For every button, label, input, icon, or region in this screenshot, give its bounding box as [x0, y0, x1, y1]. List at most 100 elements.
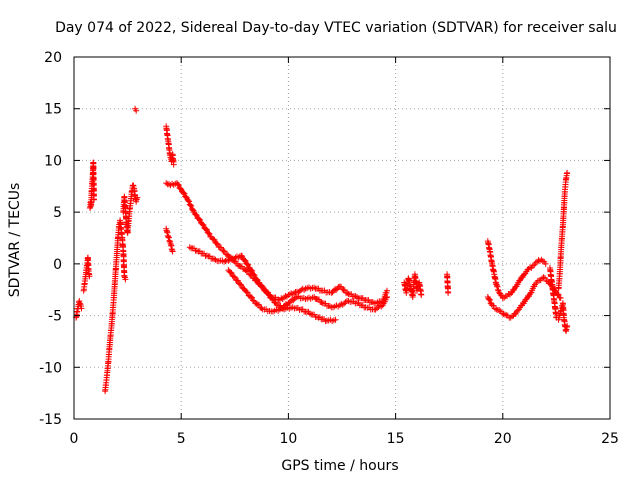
- data-point: [188, 203, 195, 210]
- data-point: [165, 233, 172, 240]
- data-point: [122, 276, 129, 283]
- data-point: [493, 282, 500, 289]
- data-point: [374, 305, 381, 312]
- data-point: [243, 289, 250, 296]
- data-point: [180, 189, 187, 196]
- data-point: [203, 226, 210, 233]
- data-point: [134, 194, 141, 201]
- data-point: [555, 291, 562, 298]
- data-point: [384, 293, 391, 300]
- data-point: [301, 286, 308, 293]
- data-point: [251, 272, 258, 279]
- data-point: [266, 291, 273, 298]
- data-point: [187, 202, 194, 209]
- data-point: [163, 180, 170, 187]
- data-point: [186, 244, 193, 251]
- x-tick-label: 15: [387, 431, 405, 447]
- data-point: [490, 302, 497, 309]
- data-point: [235, 277, 242, 284]
- data-point: [505, 290, 512, 297]
- data-point: [532, 259, 539, 266]
- data-point: [526, 264, 533, 271]
- data-point: [282, 292, 289, 299]
- data-point: [205, 230, 212, 237]
- data-point: [203, 252, 210, 259]
- data-point: [318, 299, 325, 306]
- data-point: [523, 296, 530, 303]
- data-point: [243, 267, 250, 274]
- y-tick-label: -5: [48, 309, 62, 325]
- data-point: [541, 275, 548, 282]
- data-point: [332, 316, 339, 323]
- data-point: [169, 248, 176, 255]
- x-axis-label: GPS time / hours: [281, 458, 398, 474]
- y-tick-label: 0: [53, 257, 62, 273]
- data-point: [418, 291, 425, 298]
- data-point: [255, 301, 262, 308]
- y-tick-label: 15: [44, 102, 62, 118]
- data-point: [199, 221, 206, 228]
- data-point: [291, 290, 298, 297]
- data-point: [175, 182, 182, 189]
- data-points: [73, 105, 571, 395]
- data-point: [181, 190, 188, 197]
- data-point: [227, 269, 234, 276]
- data-point: [226, 256, 233, 263]
- y-tick-label: -10: [39, 360, 62, 376]
- data-point: [241, 257, 248, 264]
- axis-ticks: 0 5 10 15 20 25 -15 -10 -5 0 5 10 15 20: [39, 50, 619, 447]
- data-point: [529, 262, 536, 269]
- data-point: [494, 283, 501, 290]
- data-point: [238, 252, 245, 259]
- x-tick-label: 20: [494, 431, 512, 447]
- data-point: [270, 296, 277, 303]
- data-point: [244, 289, 251, 296]
- data-point: [278, 295, 285, 302]
- data-point: [211, 255, 218, 262]
- data-point: [174, 181, 181, 188]
- data-point: [244, 261, 251, 268]
- data-point: [239, 253, 246, 260]
- data-point: [341, 300, 348, 307]
- data-point: [230, 273, 237, 280]
- data-point: [250, 271, 257, 278]
- data-point: [509, 313, 516, 320]
- data-point: [200, 222, 207, 229]
- data-point: [311, 284, 318, 291]
- x-tick-label: 5: [177, 431, 186, 447]
- data-point: [86, 273, 93, 280]
- data-point: [185, 197, 192, 204]
- grid-lines: [74, 57, 610, 419]
- data-point: [214, 241, 221, 248]
- data-point: [237, 281, 244, 288]
- y-tick-label: 5: [53, 205, 62, 221]
- data-point: [372, 306, 379, 313]
- data-point: [221, 248, 228, 255]
- data-point: [281, 294, 288, 301]
- data-point: [213, 240, 220, 247]
- data-point: [497, 291, 504, 298]
- y-tick-label: -15: [39, 412, 62, 428]
- data-point: [258, 283, 265, 290]
- data-point: [494, 286, 501, 293]
- data-point: [344, 290, 351, 297]
- data-point: [249, 268, 256, 275]
- data-point: [493, 306, 500, 313]
- data-point: [275, 296, 282, 303]
- data-point: [496, 307, 503, 314]
- data-point: [245, 261, 252, 268]
- data-point: [258, 305, 265, 312]
- data-point: [196, 216, 203, 223]
- data-point: [248, 267, 255, 274]
- y-axis-label: SDTVAR / TECUs: [7, 183, 23, 298]
- data-point: [539, 258, 546, 265]
- x-tick-label: 0: [70, 431, 79, 447]
- data-point: [211, 236, 218, 243]
- data-point: [238, 281, 245, 288]
- data-point: [508, 289, 515, 296]
- data-point: [193, 212, 200, 219]
- data-point: [256, 279, 263, 286]
- data-point: [220, 247, 227, 254]
- data-point: [192, 211, 199, 218]
